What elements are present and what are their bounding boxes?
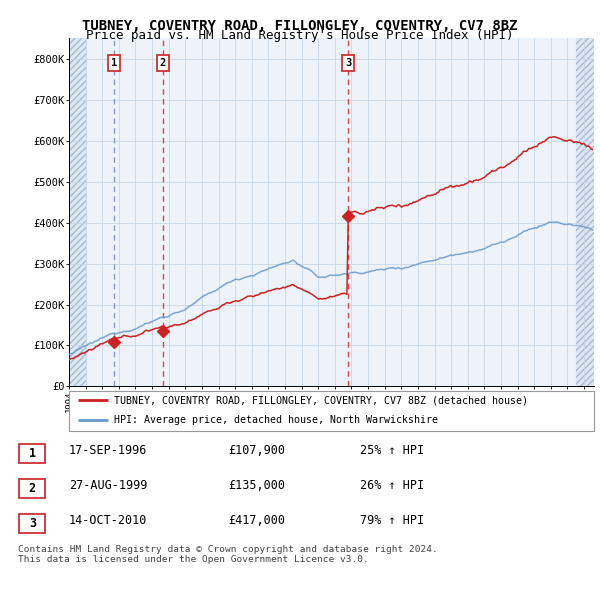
Text: £107,900: £107,900 bbox=[228, 444, 285, 457]
Text: 2: 2 bbox=[29, 482, 36, 495]
Text: 3: 3 bbox=[29, 517, 36, 530]
Text: 17-SEP-1996: 17-SEP-1996 bbox=[69, 444, 148, 457]
Bar bbox=[69, 38, 86, 386]
Text: 27-AUG-1999: 27-AUG-1999 bbox=[69, 479, 148, 492]
Text: TUBNEY, COVENTRY ROAD, FILLONGLEY, COVENTRY, CV7 8BZ (detached house): TUBNEY, COVENTRY ROAD, FILLONGLEY, COVEN… bbox=[113, 395, 527, 405]
Text: 79% ↑ HPI: 79% ↑ HPI bbox=[360, 514, 424, 527]
Text: £135,000: £135,000 bbox=[228, 479, 285, 492]
FancyBboxPatch shape bbox=[19, 444, 46, 463]
FancyBboxPatch shape bbox=[19, 514, 46, 533]
Bar bbox=[576, 38, 594, 386]
Bar bbox=[576, 38, 594, 386]
Text: 14-OCT-2010: 14-OCT-2010 bbox=[69, 514, 148, 527]
Bar bbox=[69, 38, 86, 386]
Text: TUBNEY, COVENTRY ROAD, FILLONGLEY, COVENTRY, CV7 8BZ: TUBNEY, COVENTRY ROAD, FILLONGLEY, COVEN… bbox=[82, 19, 518, 33]
Text: 1: 1 bbox=[29, 447, 36, 460]
Text: 3: 3 bbox=[345, 58, 351, 68]
Text: 1: 1 bbox=[111, 58, 117, 68]
Text: Contains HM Land Registry data © Crown copyright and database right 2024.
This d: Contains HM Land Registry data © Crown c… bbox=[18, 545, 438, 564]
FancyBboxPatch shape bbox=[19, 479, 46, 498]
FancyBboxPatch shape bbox=[69, 391, 594, 431]
Text: 2: 2 bbox=[160, 58, 166, 68]
Text: HPI: Average price, detached house, North Warwickshire: HPI: Average price, detached house, Nort… bbox=[113, 415, 437, 425]
Text: 26% ↑ HPI: 26% ↑ HPI bbox=[360, 479, 424, 492]
Text: 25% ↑ HPI: 25% ↑ HPI bbox=[360, 444, 424, 457]
Text: Price paid vs. HM Land Registry's House Price Index (HPI): Price paid vs. HM Land Registry's House … bbox=[86, 30, 514, 42]
Text: £417,000: £417,000 bbox=[228, 514, 285, 527]
